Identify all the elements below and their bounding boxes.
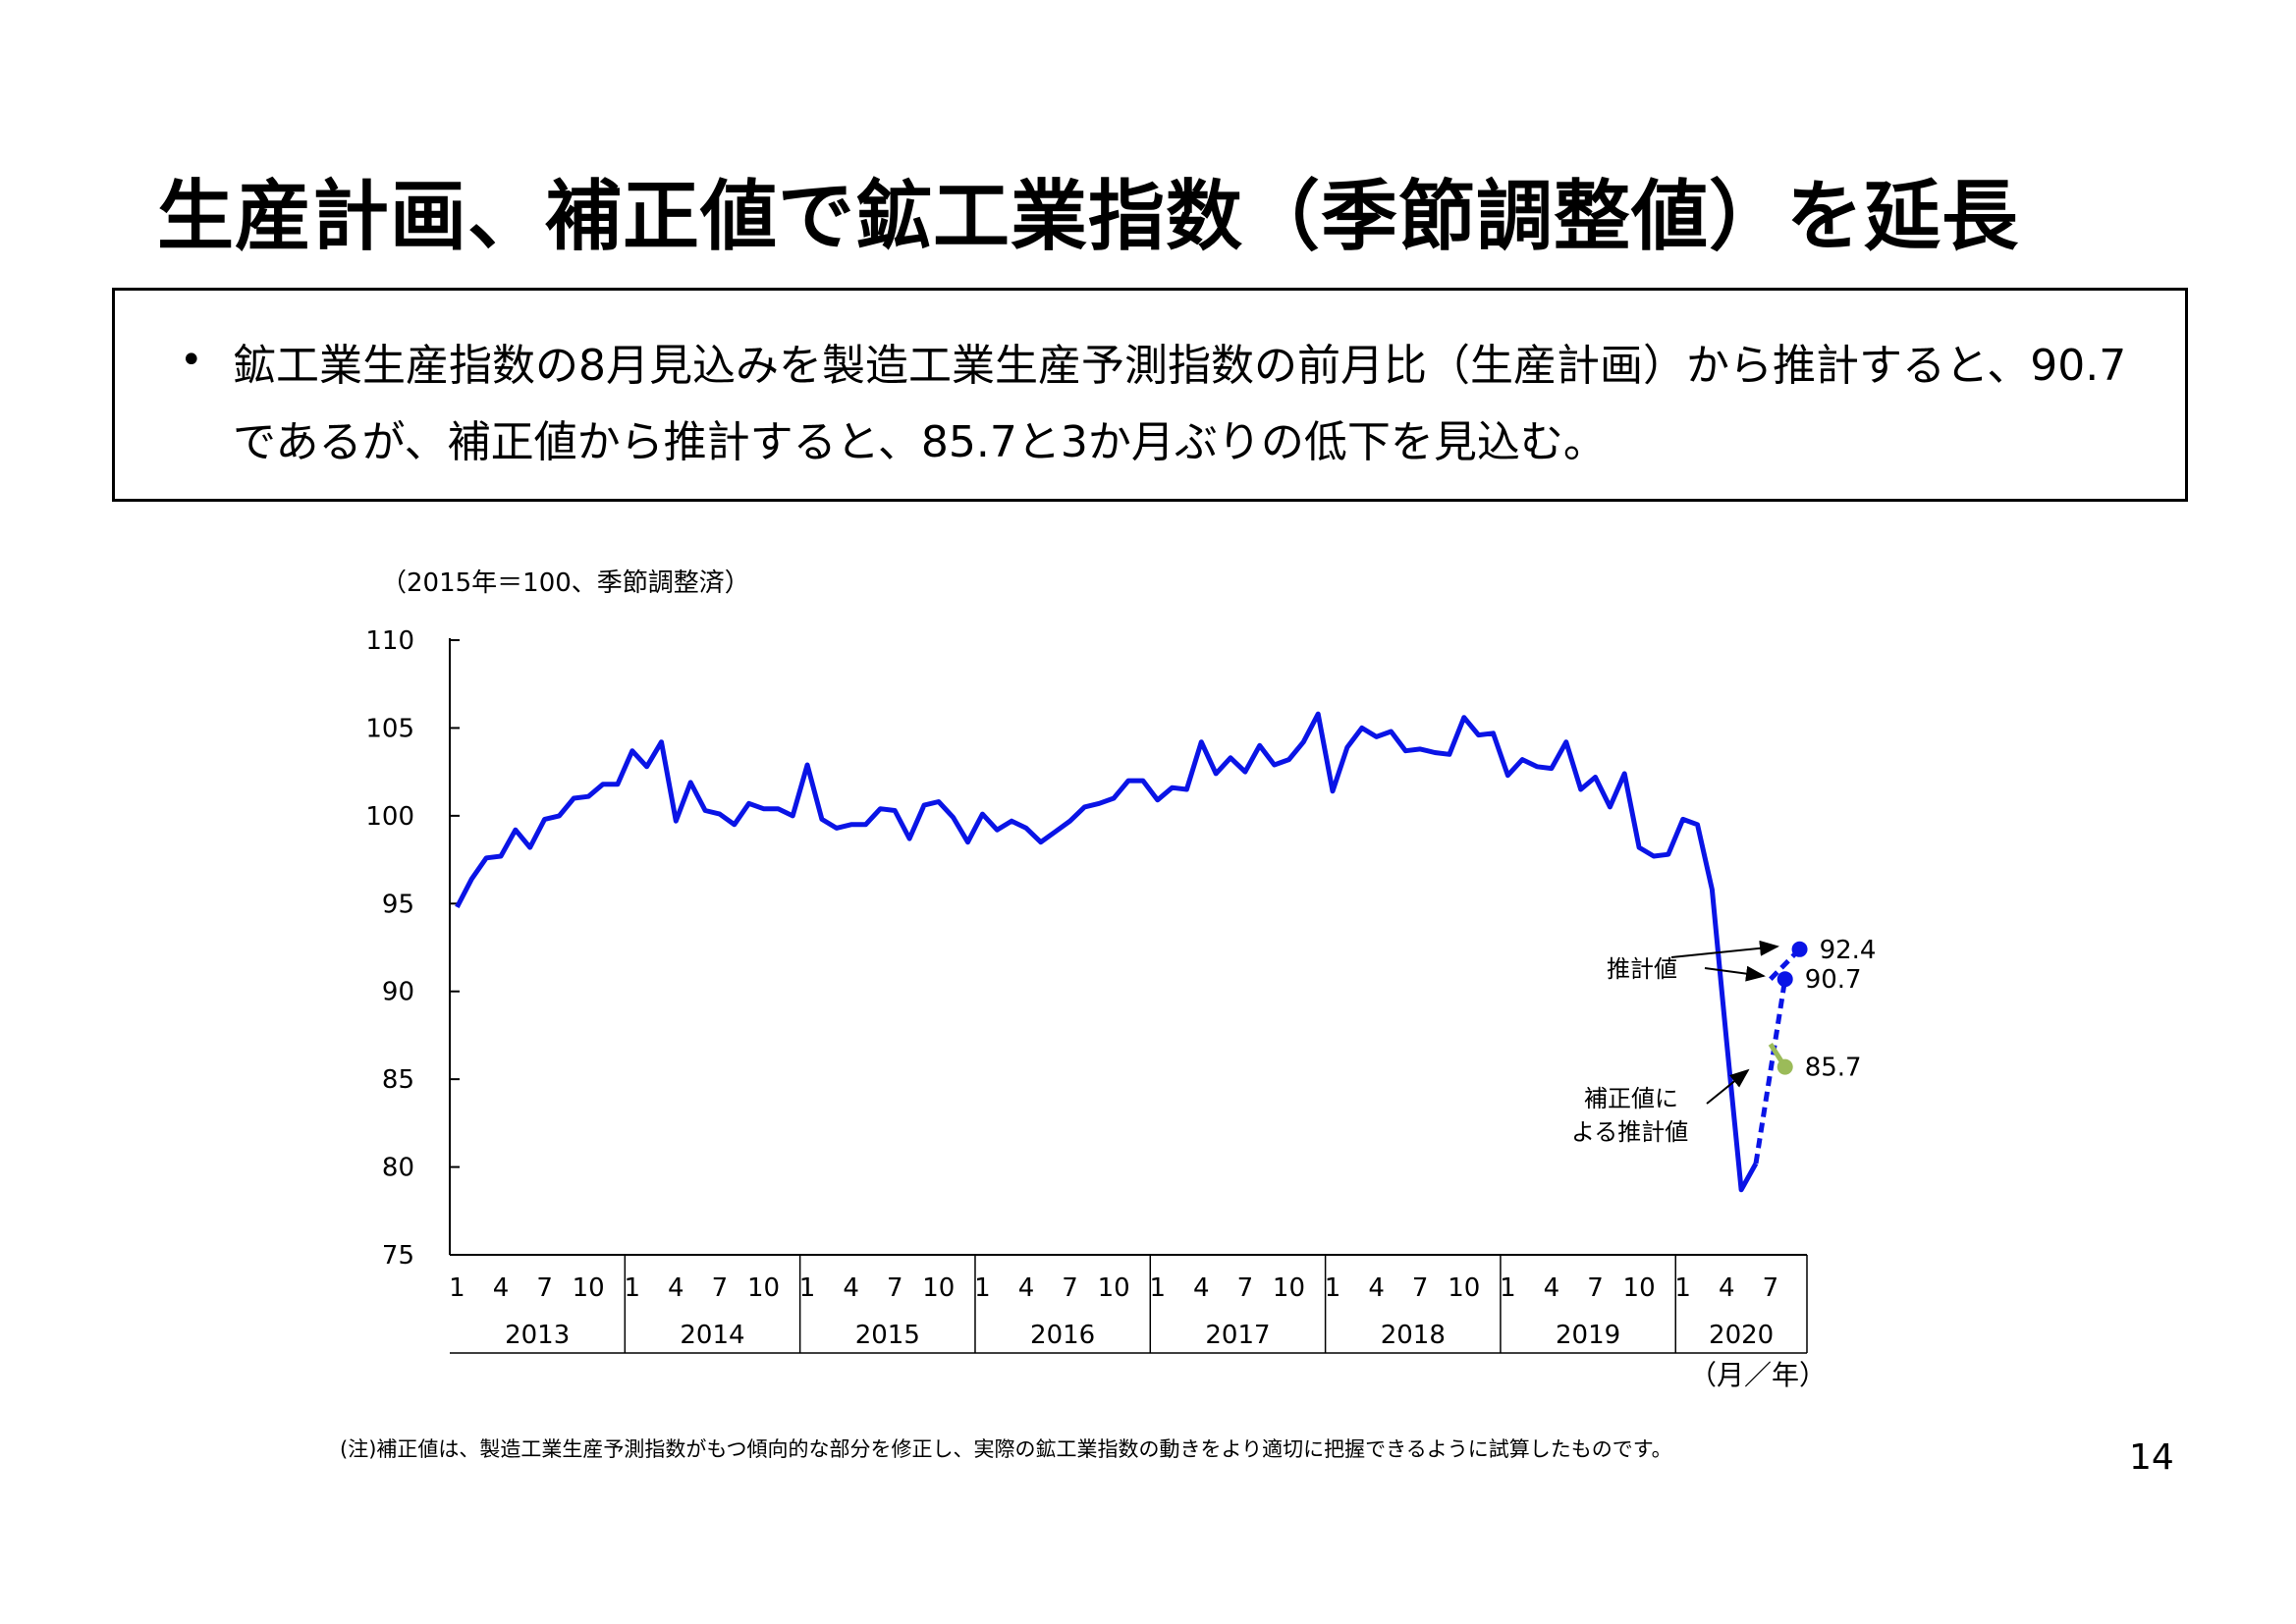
month-tick-label: 1	[1325, 1273, 1341, 1303]
page-number: 14	[2129, 1437, 2174, 1478]
year-label: 2014	[680, 1321, 744, 1350]
y-tick-label: 100	[365, 802, 414, 832]
y-tick-label: 85	[382, 1065, 414, 1095]
summary-box: • 鉱工業生産指数の8月見込みを製造工業生産予測指数の前月比（生産計画）から推計…	[112, 288, 2188, 502]
y-tick-label: 75	[382, 1241, 414, 1271]
month-tick-label: 1	[799, 1273, 816, 1303]
year-label: 2017	[1205, 1321, 1270, 1350]
month-tick-label: 4	[1193, 1273, 1210, 1303]
arrow-to-92-4	[1670, 940, 1779, 958]
y-tick-label: 90	[382, 978, 414, 1007]
month-tick-label: 4	[1018, 1273, 1035, 1303]
estimate-point	[1777, 971, 1793, 988]
month-tick-label: 10	[1273, 1273, 1305, 1303]
estimate-point	[1791, 941, 1808, 957]
month-tick-label: 4	[1719, 1273, 1735, 1303]
month-tick-label: 1	[1149, 1273, 1166, 1303]
month-tick-label: 1	[1500, 1273, 1516, 1303]
month-tick-label: 4	[843, 1273, 859, 1303]
production-index-line	[455, 711, 1759, 1193]
month-tick-label: 7	[1062, 1273, 1078, 1303]
footnote: (注)補正値は、製造工業生産予測指数がもつ傾向的な部分を修正し、実際の鉱工業指数…	[340, 1437, 1672, 1461]
month-tick-label: 4	[1544, 1273, 1560, 1303]
annotation-estimate: 推計値	[1607, 955, 1677, 983]
month-tick-label: 7	[887, 1273, 903, 1303]
month-tick-label: 10	[747, 1273, 780, 1303]
x-axis-label: （月／年）	[1689, 1359, 1827, 1391]
unit-label: （2015年＝100、季節調整済）	[381, 568, 750, 598]
month-tick-label: 7	[1587, 1273, 1604, 1303]
month-tick-label: 1	[624, 1273, 640, 1303]
year-label: 2013	[505, 1321, 570, 1350]
month-tick-label: 1	[1674, 1273, 1691, 1303]
y-ticks: 75 80 85 90 95 100 105 110	[365, 626, 460, 1271]
month-tick-label: 7	[1237, 1273, 1254, 1303]
month-tick-label: 10	[922, 1273, 955, 1303]
month-tick-label: 7	[712, 1273, 729, 1303]
month-tick-label: 7	[1412, 1273, 1429, 1303]
month-tick-label: 1	[449, 1273, 465, 1303]
estimate-point	[1777, 1058, 1793, 1075]
month-tick-label: 10	[1448, 1273, 1480, 1303]
year-label: 2016	[1030, 1321, 1095, 1350]
bullet-icon: •	[180, 338, 203, 383]
year-label: 2019	[1556, 1321, 1620, 1350]
year-label: 2018	[1381, 1321, 1446, 1350]
annotation-corrected-line1: 補正値に	[1584, 1085, 1678, 1112]
estimate-value-label: 90.7	[1805, 965, 1862, 995]
month-tick-label: 10	[1623, 1273, 1656, 1303]
arrow-to-90-7	[1704, 965, 1766, 982]
arrow-to-85-7	[1706, 1068, 1750, 1105]
y-tick-label: 105	[365, 714, 414, 743]
y-tick-label: 95	[382, 890, 414, 919]
month-tick-label: 4	[668, 1273, 684, 1303]
month-tick-label: 10	[1098, 1273, 1130, 1303]
month-tick-label: 7	[536, 1273, 553, 1303]
month-tick-label: 1	[974, 1273, 991, 1303]
month-tick-label: 4	[493, 1273, 510, 1303]
estimate-value-label: 85.7	[1805, 1054, 1862, 1083]
annotation-corrected-line2: よる推計値	[1571, 1118, 1688, 1146]
summary-text: 鉱工業生産指数の8月見込みを製造工業生産予測指数の前月比（生産計画）から推計する…	[233, 341, 2127, 467]
year-label: 2015	[855, 1321, 920, 1350]
month-tick-label: 10	[573, 1273, 605, 1303]
y-tick-label: 80	[382, 1154, 414, 1183]
estimate-marks: 90.792.4 85.7	[1753, 936, 1877, 1164]
y-tick-label: 110	[365, 626, 414, 656]
estimate-value-label: 92.4	[1820, 936, 1877, 965]
slide-title: 生産計画、補正値で鉱工業指数（季節調整値）を延長	[157, 173, 2020, 261]
month-tick-label: 4	[1368, 1273, 1385, 1303]
year-label: 2020	[1709, 1321, 1774, 1350]
month-tick-label: 7	[1763, 1273, 1779, 1303]
